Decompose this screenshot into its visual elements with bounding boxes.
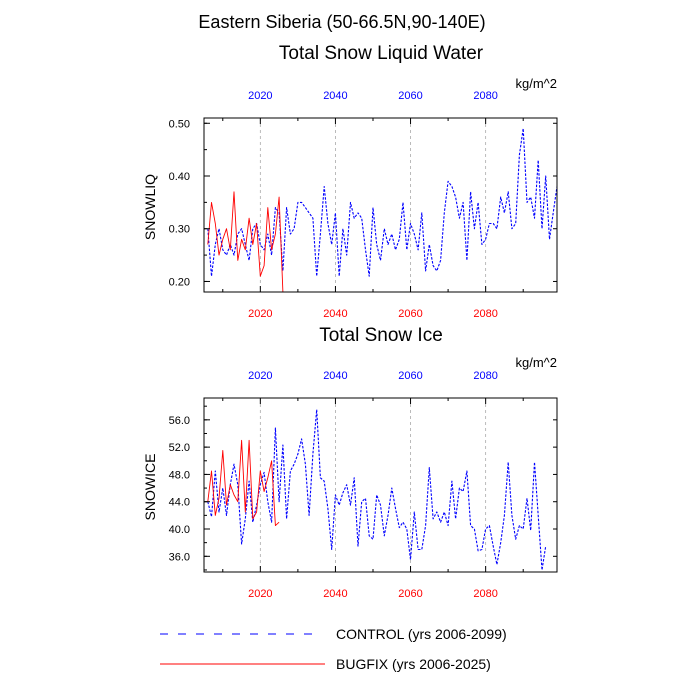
x-tick-label-top: 2060 — [398, 370, 422, 382]
y-tick-label: 44.0 — [169, 497, 190, 509]
x-tick-label-bottom: 2080 — [473, 588, 497, 600]
y-tick-label: 36.0 — [169, 551, 190, 563]
x-tick-label-top: 2040 — [323, 90, 347, 102]
x-tick-label-bottom: 2020 — [248, 308, 272, 320]
legend-bugfix-label: BUGFIX (yrs 2006-2025) — [336, 656, 491, 672]
x-tick-label-bottom: 2040 — [323, 308, 347, 320]
x-tick-label-top: 2080 — [473, 370, 497, 382]
snowliq-plot-area: 0.20 0.30 0.40 0.50 2020 2020 2040 2040 2060 2060… — [169, 90, 558, 320]
x-tick-label-bottom: 2080 — [473, 308, 497, 320]
chart-title: Total Snow Liquid Water — [279, 43, 484, 64]
units-label: kg/m^2 — [515, 76, 557, 91]
x-tick-label-top: 2020 — [248, 370, 272, 382]
snowice-plot-area: 36.0 40.0 44.0 48.0 52.0 56.0 2020 2020 2040 2040… — [169, 370, 558, 600]
legend: CONTROL (yrs 2006-2099) BUGFIX (yrs 2006… — [160, 626, 507, 672]
x-tick-label-bottom: 2060 — [398, 308, 422, 320]
y-tick-label: 56.0 — [169, 415, 190, 427]
x-tick-label-bottom: 2020 — [248, 588, 272, 600]
y-tick-label: 0.50 — [169, 118, 190, 130]
x-tick-label-bottom: 2060 — [398, 588, 422, 600]
y-tick-label: 0.40 — [169, 171, 190, 183]
y-tick-label: 0.30 — [169, 224, 190, 236]
plot-frame — [203, 397, 558, 573]
plot-frame — [203, 117, 558, 293]
bugfix-series-line — [207, 439, 280, 527]
y-axis-label: SNOWICE — [142, 454, 158, 521]
control-series-line — [207, 409, 547, 571]
region-title: Eastern Siberia (50-66.5N,90-140E) — [198, 12, 485, 32]
units-label: kg/m^2 — [515, 355, 557, 370]
x-tick-label-bottom: 2040 — [323, 588, 347, 600]
x-tick-label-top: 2020 — [248, 90, 272, 102]
y-tick-label: 48.0 — [169, 469, 190, 481]
snowliq-panel: Total Snow Liquid Water kg/m^2 SNOWLIQ 0… — [142, 43, 558, 320]
y-tick-label: 52.0 — [169, 442, 190, 454]
y-axis-label: SNOWLIQ — [142, 174, 158, 240]
y-tick-label: 40.0 — [169, 524, 190, 536]
snowice-panel: Total Snow Ice kg/m^2 SNOWICE 36.0 40.0 44… — [142, 325, 558, 600]
x-tick-label-top: 2080 — [473, 90, 497, 102]
legend-control-label: CONTROL (yrs 2006-2099) — [336, 626, 507, 642]
x-tick-label-top: 2060 — [398, 90, 422, 102]
x-tick-label-top: 2040 — [323, 370, 347, 382]
bugfix-series-line — [207, 191, 284, 293]
y-tick-label: 0.20 — [169, 276, 190, 288]
chart-title: Total Snow Ice — [319, 325, 443, 346]
